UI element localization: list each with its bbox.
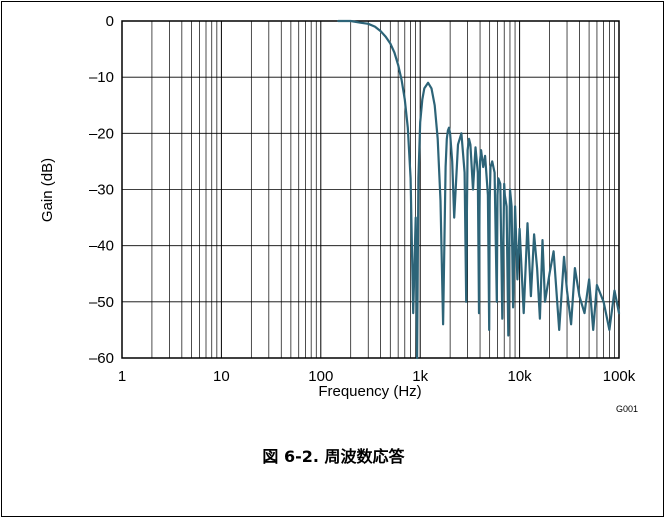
plot-area bbox=[121, 20, 620, 359]
x-tick-label: 100 bbox=[308, 368, 333, 385]
grid bbox=[122, 21, 619, 358]
y-tick-label: –10 bbox=[89, 69, 114, 86]
x-axis-title: Frequency (Hz) bbox=[318, 383, 421, 400]
figure-caption: 図 6-2. 周波数応答 bbox=[262, 447, 405, 466]
gain-curve bbox=[337, 19, 621, 360]
y-tick-label: –30 bbox=[89, 182, 114, 199]
y-tick-labels: 0 –10 –20 –30 –40 –50 –60 bbox=[89, 13, 114, 367]
y-tick-label: –50 bbox=[89, 294, 114, 311]
y-tick-label: 0 bbox=[106, 13, 114, 30]
y-tick-label: –60 bbox=[89, 350, 114, 367]
x-tick-label: 10k bbox=[508, 368, 533, 385]
x-tick-label: 1 bbox=[118, 368, 126, 385]
y-tick-label: –40 bbox=[89, 238, 114, 255]
x-tick-label: 10 bbox=[213, 368, 230, 385]
x-tick-label: 1k bbox=[412, 368, 428, 385]
x-tick-label: 100k bbox=[603, 368, 636, 385]
figure-code: G001 bbox=[616, 404, 638, 414]
y-axis-title: Gain (dB) bbox=[39, 158, 56, 222]
x-tick-labels: 1 10 100 1k 10k 100k bbox=[118, 368, 636, 385]
y-tick-label: –20 bbox=[89, 125, 114, 142]
